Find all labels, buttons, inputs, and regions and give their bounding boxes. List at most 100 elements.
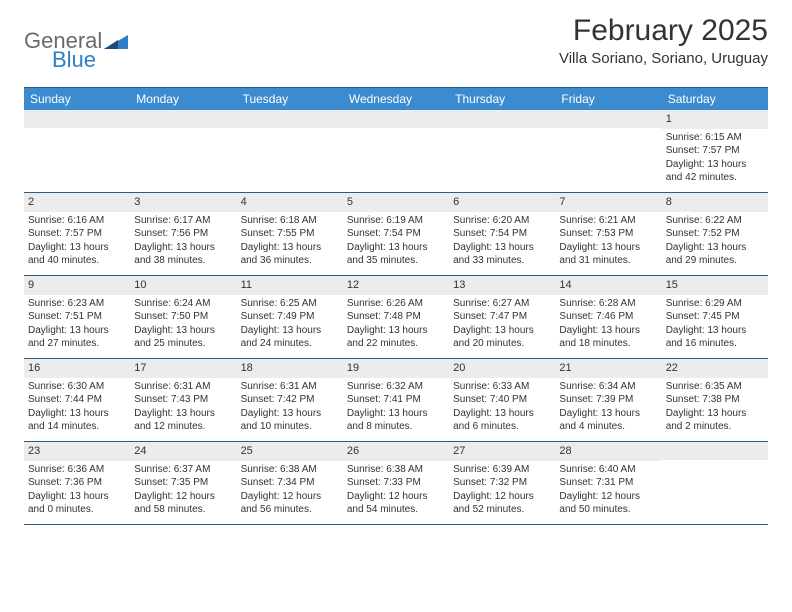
sunrise-text: Sunrise: 6:24 AM: [134, 297, 232, 311]
day-number-empty: [237, 110, 343, 128]
calendar-grid: Sunday Monday Tuesday Wednesday Thursday…: [24, 87, 768, 525]
day-number: 13: [449, 276, 555, 295]
calendar-week: 9Sunrise: 6:23 AMSunset: 7:51 PMDaylight…: [24, 276, 768, 359]
day-content: Sunrise: 6:40 AMSunset: 7:31 PMDaylight:…: [555, 461, 661, 521]
day-content: Sunrise: 6:19 AMSunset: 7:54 PMDaylight:…: [343, 212, 449, 272]
sunrise-text: Sunrise: 6:18 AM: [241, 214, 339, 228]
sunset-text: Sunset: 7:48 PM: [347, 310, 445, 324]
day-number: 2: [24, 193, 130, 212]
day-content: Sunrise: 6:24 AMSunset: 7:50 PMDaylight:…: [130, 295, 236, 355]
daylight-text: Daylight: 13 hours and 10 minutes.: [241, 407, 339, 434]
day-number: 18: [237, 359, 343, 378]
day-content: Sunrise: 6:15 AMSunset: 7:57 PMDaylight:…: [662, 129, 768, 189]
day-content: Sunrise: 6:27 AMSunset: 7:47 PMDaylight:…: [449, 295, 555, 355]
sunset-text: Sunset: 7:49 PM: [241, 310, 339, 324]
sunset-text: Sunset: 7:43 PM: [134, 393, 232, 407]
day-content: Sunrise: 6:22 AMSunset: 7:52 PMDaylight:…: [662, 212, 768, 272]
sunset-text: Sunset: 7:54 PM: [347, 227, 445, 241]
day-cell: 19Sunrise: 6:32 AMSunset: 7:41 PMDayligh…: [343, 359, 449, 441]
day-number-empty: [343, 110, 449, 128]
calendar-week: 1Sunrise: 6:15 AMSunset: 7:57 PMDaylight…: [24, 110, 768, 193]
daylight-text: Daylight: 13 hours and 20 minutes.: [453, 324, 551, 351]
sunrise-text: Sunrise: 6:19 AM: [347, 214, 445, 228]
calendar-week: 2Sunrise: 6:16 AMSunset: 7:57 PMDaylight…: [24, 193, 768, 276]
day-cell: 6Sunrise: 6:20 AMSunset: 7:54 PMDaylight…: [449, 193, 555, 275]
sunrise-text: Sunrise: 6:20 AM: [453, 214, 551, 228]
day-number: 9: [24, 276, 130, 295]
daylight-text: Daylight: 13 hours and 22 minutes.: [347, 324, 445, 351]
day-content: Sunrise: 6:37 AMSunset: 7:35 PMDaylight:…: [130, 461, 236, 521]
day-cell: 15Sunrise: 6:29 AMSunset: 7:45 PMDayligh…: [662, 276, 768, 358]
daylight-text: Daylight: 13 hours and 36 minutes.: [241, 241, 339, 268]
day-number: 15: [662, 276, 768, 295]
logo-text-blue: Blue: [24, 47, 96, 72]
sunset-text: Sunset: 7:57 PM: [28, 227, 126, 241]
sunset-text: Sunset: 7:53 PM: [559, 227, 657, 241]
sunset-text: Sunset: 7:57 PM: [666, 144, 764, 158]
day-number: 6: [449, 193, 555, 212]
day-number: 10: [130, 276, 236, 295]
day-number: 21: [555, 359, 661, 378]
day-cell: 3Sunrise: 6:17 AMSunset: 7:56 PMDaylight…: [130, 193, 236, 275]
day-number: 12: [343, 276, 449, 295]
sunset-text: Sunset: 7:55 PM: [241, 227, 339, 241]
day-number-empty: [449, 110, 555, 128]
sunrise-text: Sunrise: 6:25 AM: [241, 297, 339, 311]
sunset-text: Sunset: 7:45 PM: [666, 310, 764, 324]
day-number: 16: [24, 359, 130, 378]
page-subtitle: Villa Soriano, Soriano, Uruguay: [559, 50, 768, 67]
day-number: 4: [237, 193, 343, 212]
day-number-empty: [24, 110, 130, 128]
day-content: Sunrise: 6:26 AMSunset: 7:48 PMDaylight:…: [343, 295, 449, 355]
day-content: Sunrise: 6:31 AMSunset: 7:42 PMDaylight:…: [237, 378, 343, 438]
day-number-empty: [130, 110, 236, 128]
day-cell: 1Sunrise: 6:15 AMSunset: 7:57 PMDaylight…: [662, 110, 768, 192]
day-cell: 17Sunrise: 6:31 AMSunset: 7:43 PMDayligh…: [130, 359, 236, 441]
day-cell: 5Sunrise: 6:19 AMSunset: 7:54 PMDaylight…: [343, 193, 449, 275]
day-content: Sunrise: 6:30 AMSunset: 7:44 PMDaylight:…: [24, 378, 130, 438]
day-header-sat: Saturday: [662, 88, 768, 110]
sunset-text: Sunset: 7:47 PM: [453, 310, 551, 324]
day-header-thu: Thursday: [449, 88, 555, 110]
daylight-text: Daylight: 13 hours and 38 minutes.: [134, 241, 232, 268]
daylight-text: Daylight: 12 hours and 58 minutes.: [134, 490, 232, 517]
sunrise-text: Sunrise: 6:29 AM: [666, 297, 764, 311]
sunrise-text: Sunrise: 6:39 AM: [453, 463, 551, 477]
day-content: Sunrise: 6:28 AMSunset: 7:46 PMDaylight:…: [555, 295, 661, 355]
day-cell: 26Sunrise: 6:38 AMSunset: 7:33 PMDayligh…: [343, 442, 449, 524]
day-cell: 8Sunrise: 6:22 AMSunset: 7:52 PMDaylight…: [662, 193, 768, 275]
day-content: Sunrise: 6:31 AMSunset: 7:43 PMDaylight:…: [130, 378, 236, 438]
daylight-text: Daylight: 13 hours and 6 minutes.: [453, 407, 551, 434]
day-cell: 22Sunrise: 6:35 AMSunset: 7:38 PMDayligh…: [662, 359, 768, 441]
day-cell: [662, 442, 768, 524]
day-cell: 25Sunrise: 6:38 AMSunset: 7:34 PMDayligh…: [237, 442, 343, 524]
day-cell: 11Sunrise: 6:25 AMSunset: 7:49 PMDayligh…: [237, 276, 343, 358]
day-content: Sunrise: 6:20 AMSunset: 7:54 PMDaylight:…: [449, 212, 555, 272]
day-content: Sunrise: 6:16 AMSunset: 7:57 PMDaylight:…: [24, 212, 130, 272]
day-number: 26: [343, 442, 449, 461]
day-number: 19: [343, 359, 449, 378]
day-cell: 14Sunrise: 6:28 AMSunset: 7:46 PMDayligh…: [555, 276, 661, 358]
day-cell: 23Sunrise: 6:36 AMSunset: 7:36 PMDayligh…: [24, 442, 130, 524]
day-content: Sunrise: 6:25 AMSunset: 7:49 PMDaylight:…: [237, 295, 343, 355]
sunrise-text: Sunrise: 6:32 AM: [347, 380, 445, 394]
day-content: Sunrise: 6:35 AMSunset: 7:38 PMDaylight:…: [662, 378, 768, 438]
day-number: 11: [237, 276, 343, 295]
day-header-fri: Friday: [555, 88, 661, 110]
day-header-sun: Sunday: [24, 88, 130, 110]
day-content: Sunrise: 6:36 AMSunset: 7:36 PMDaylight:…: [24, 461, 130, 521]
logo-triangle-icon: [104, 33, 128, 49]
sunrise-text: Sunrise: 6:28 AM: [559, 297, 657, 311]
day-cell: 27Sunrise: 6:39 AMSunset: 7:32 PMDayligh…: [449, 442, 555, 524]
sunrise-text: Sunrise: 6:15 AM: [666, 131, 764, 145]
sunrise-text: Sunrise: 6:37 AM: [134, 463, 232, 477]
daylight-text: Daylight: 13 hours and 14 minutes.: [28, 407, 126, 434]
day-content: Sunrise: 6:21 AMSunset: 7:53 PMDaylight:…: [555, 212, 661, 272]
sunset-text: Sunset: 7:44 PM: [28, 393, 126, 407]
calendar-header-row: Sunday Monday Tuesday Wednesday Thursday…: [24, 88, 768, 110]
day-number: 5: [343, 193, 449, 212]
sunset-text: Sunset: 7:40 PM: [453, 393, 551, 407]
daylight-text: Daylight: 13 hours and 18 minutes.: [559, 324, 657, 351]
day-cell: 21Sunrise: 6:34 AMSunset: 7:39 PMDayligh…: [555, 359, 661, 441]
day-content: Sunrise: 6:17 AMSunset: 7:56 PMDaylight:…: [130, 212, 236, 272]
